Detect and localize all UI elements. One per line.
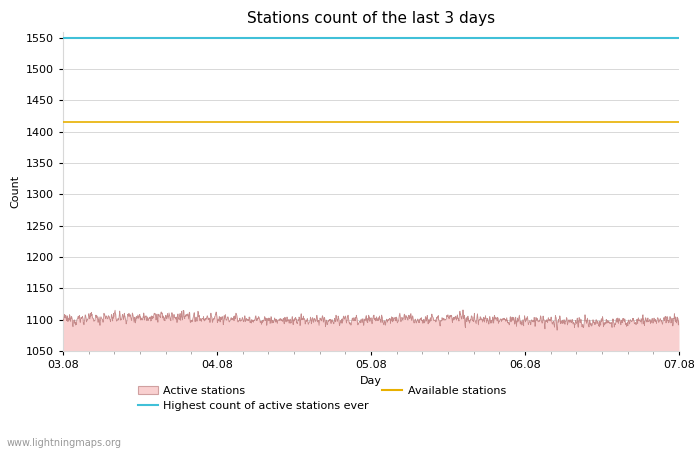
Title: Stations count of the last 3 days: Stations count of the last 3 days	[247, 11, 495, 26]
X-axis label: Day: Day	[360, 376, 382, 386]
Text: www.lightningmaps.org: www.lightningmaps.org	[7, 438, 122, 448]
Y-axis label: Count: Count	[10, 175, 20, 208]
Legend: Active stations, Highest count of active stations ever, Available stations: Active stations, Highest count of active…	[133, 381, 510, 416]
